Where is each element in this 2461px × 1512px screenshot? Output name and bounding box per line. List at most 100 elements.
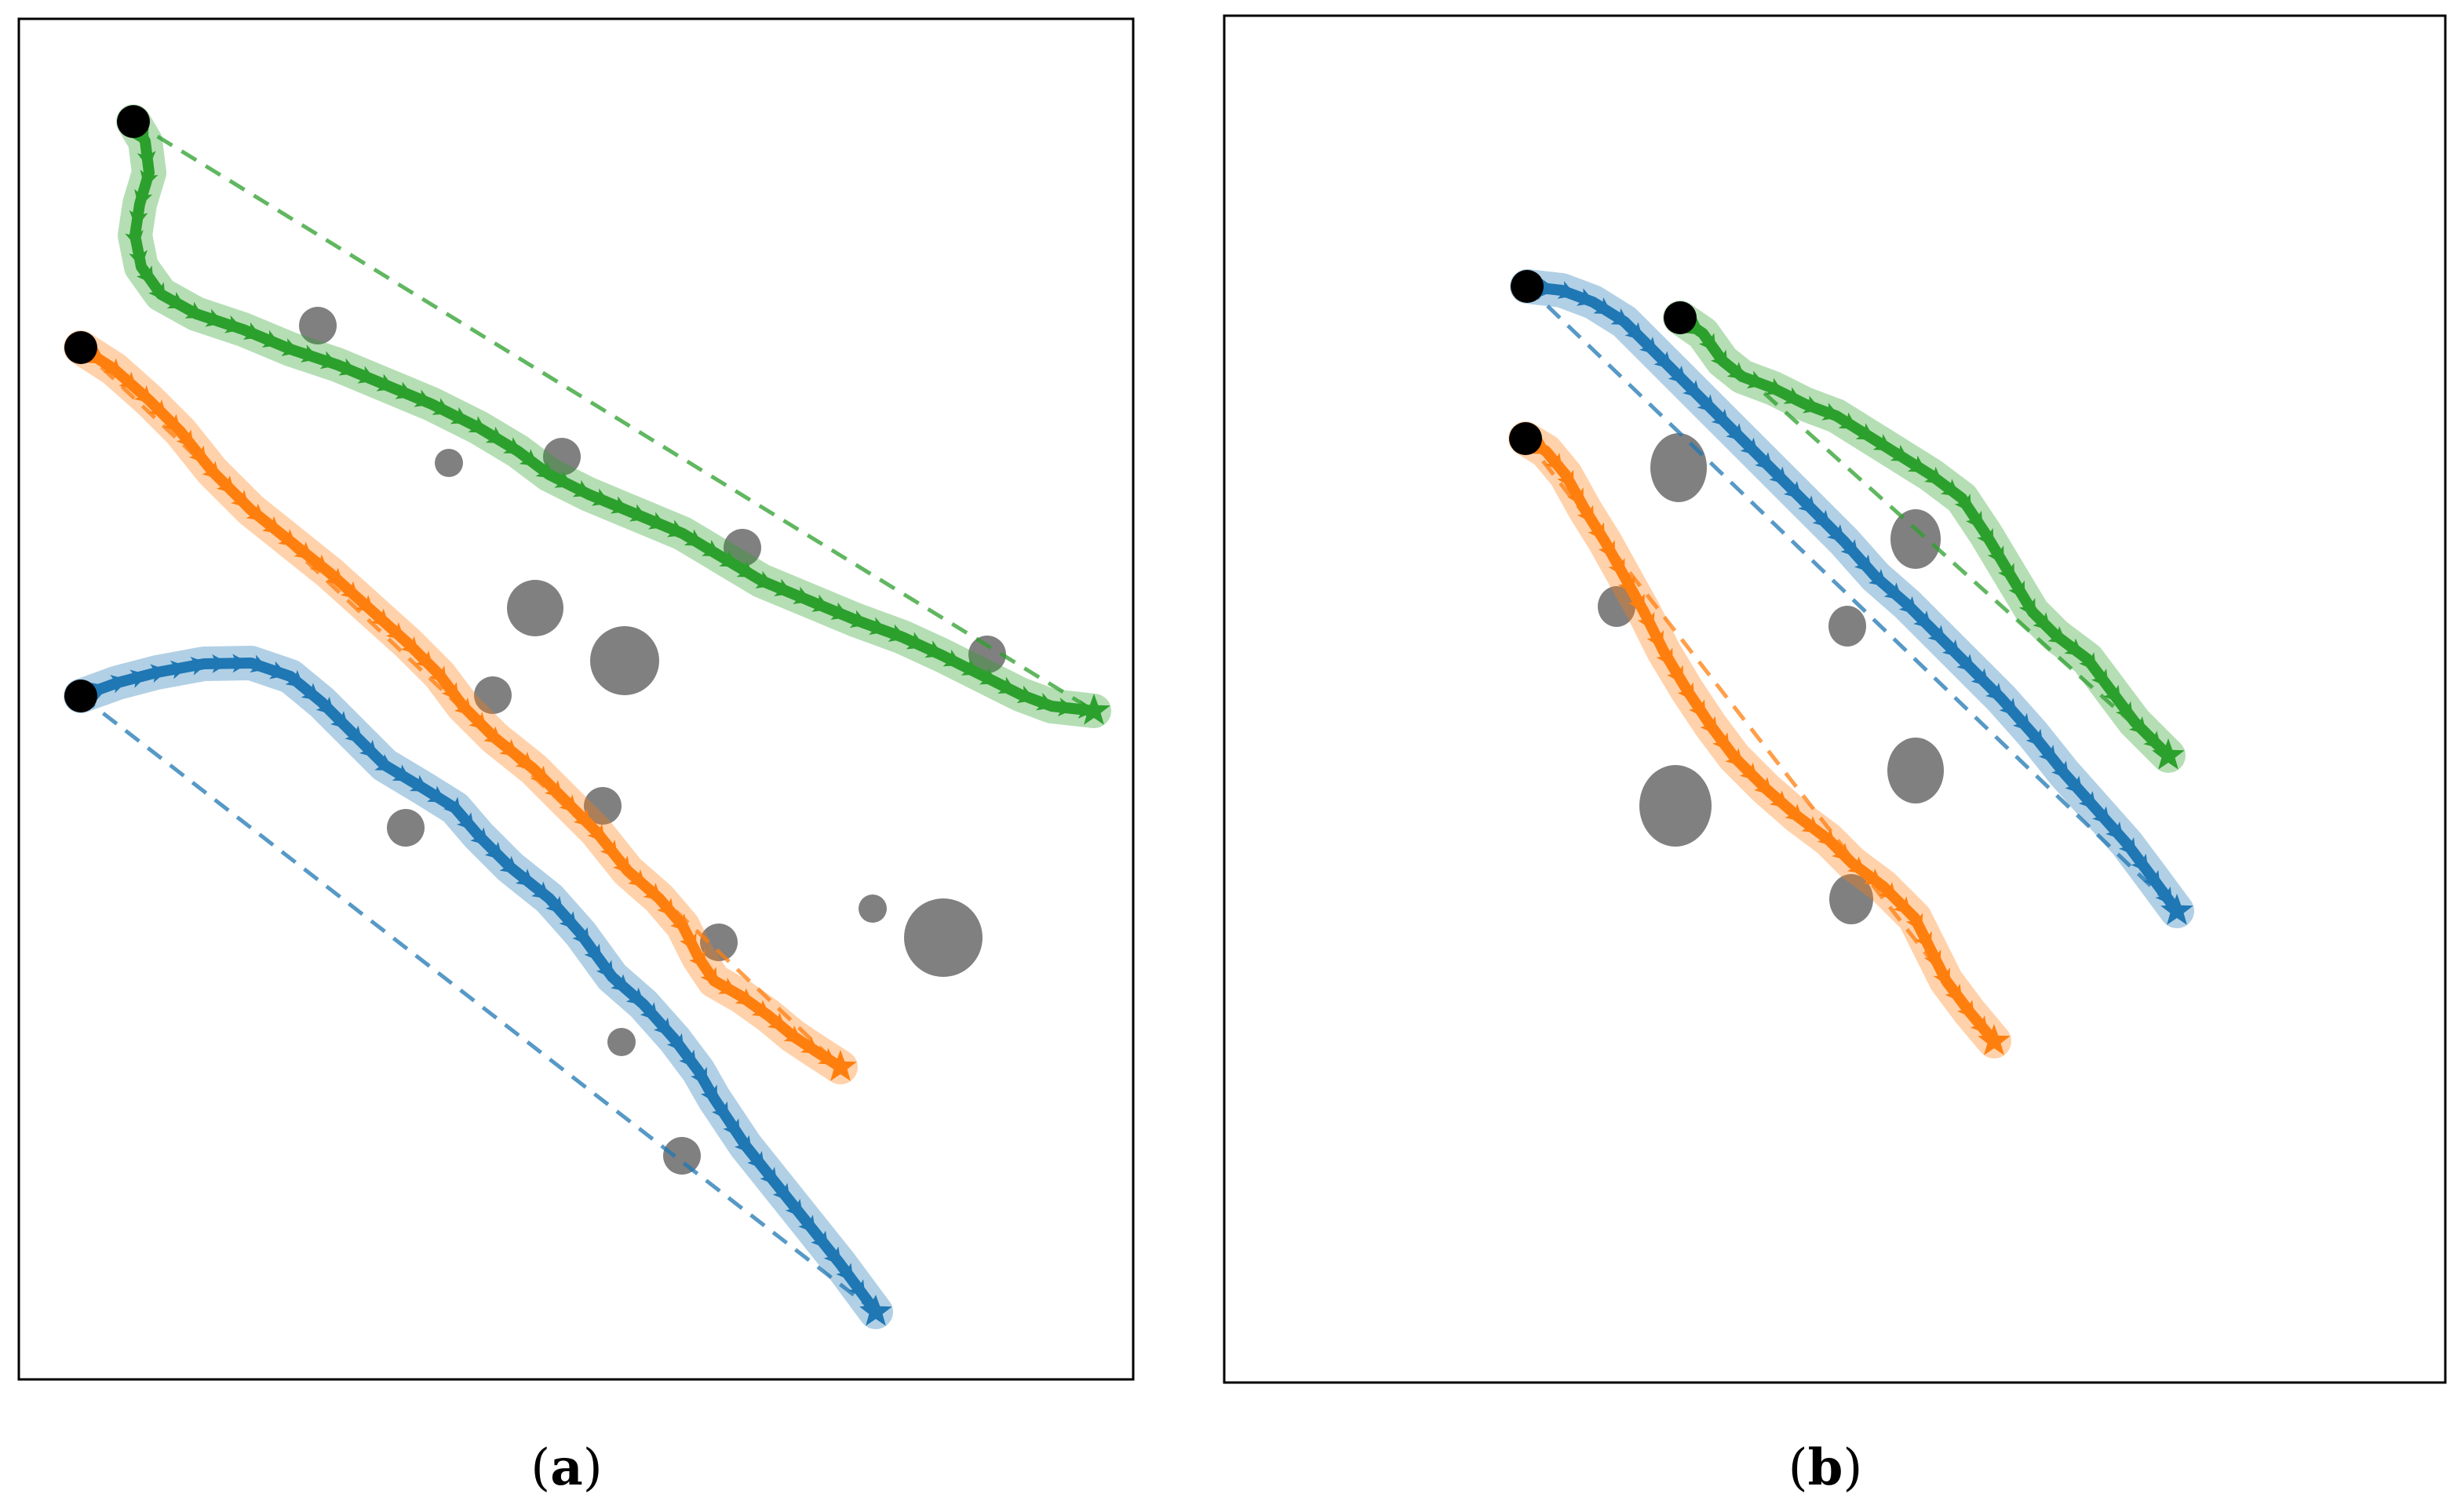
heading-arrow-marker (1785, 803, 1804, 822)
heading-arrow-marker (89, 682, 109, 701)
heading-arrow-marker (443, 796, 461, 816)
goal-star-marker (2160, 894, 2193, 925)
obstacle (607, 1028, 636, 1056)
agent-trajectory (1663, 301, 2186, 773)
heading-arrow-marker (1832, 843, 1850, 862)
heading-arrow-marker (2079, 652, 2097, 672)
obstacle (1639, 765, 1712, 847)
heading-arrow-marker (330, 711, 349, 730)
heading-arrow-marker (1610, 308, 1630, 326)
heading-arrow-marker (415, 650, 434, 669)
heading-arrow-marker (355, 595, 374, 614)
heading-arrow-marker (2116, 701, 2134, 720)
heading-arrow-marker (1532, 437, 1551, 454)
heading-arrow-marker (1726, 423, 1745, 442)
panel-b-obstacles (1598, 433, 1944, 924)
heading-arrow-marker (499, 738, 519, 757)
heading-arrow-marker (499, 855, 519, 874)
heading-arrow-marker (531, 881, 551, 899)
heading-arrow-marker (1057, 698, 1076, 716)
heading-arrow-marker (134, 189, 153, 208)
heading-arrow-marker (1838, 412, 1858, 429)
heading-arrow-marker (1036, 692, 1055, 711)
heading-arrow-marker (1915, 931, 1932, 950)
heading-arrow-marker (823, 1246, 842, 1266)
heading-arrow-marker (162, 414, 181, 432)
heading-arrow-marker (1557, 469, 1574, 489)
heading-arrow-marker (400, 636, 420, 655)
heading-arrow-marker (110, 675, 129, 694)
start-dot-marker (117, 105, 150, 138)
heading-arrow-marker (515, 869, 534, 887)
obstacle (1890, 509, 1941, 569)
heading-arrow-marker (1898, 596, 1918, 615)
heading-arrow-marker (140, 169, 159, 188)
heading-arrow-marker (2038, 745, 2057, 763)
heading-arrow-marker (1997, 563, 2015, 582)
heading-arrow-marker (503, 437, 523, 454)
heading-arrow-marker (484, 841, 504, 861)
heading-arrow-marker (1840, 539, 1859, 558)
heading-arrow-marker (370, 608, 390, 627)
heading-arrow-marker (906, 632, 925, 650)
panel-a-trajectories (64, 104, 1111, 1329)
heading-arrow-marker (1977, 528, 1994, 548)
heading-arrow-marker (979, 667, 999, 685)
heading-arrow-marker (1854, 554, 1872, 574)
heading-arrow-marker (2018, 598, 2036, 618)
heading-arrow-marker (596, 960, 614, 979)
goal-star-marker (824, 1050, 857, 1081)
heading-arrow-marker (1726, 362, 1746, 380)
heading-arrow-marker (1639, 336, 1658, 355)
heading-arrow-marker (281, 338, 301, 356)
heading-arrow-marker (811, 1230, 829, 1250)
goal-star-marker (1077, 694, 1110, 725)
obstacle (507, 580, 563, 636)
heading-arrow-marker (1739, 762, 1759, 782)
heading-arrow-marker (793, 586, 812, 604)
heading-arrow-marker (2008, 580, 2025, 599)
obstacle (700, 924, 738, 961)
panel-b: (b) (1223, 14, 2447, 1497)
heading-arrow-marker (1940, 479, 1960, 497)
heading-arrow-marker (628, 869, 647, 887)
heading-arrow-marker (643, 883, 662, 901)
panel-a-obstacles (299, 307, 1006, 1175)
heading-arrow-marker (374, 753, 394, 771)
heading-arrow-marker (1712, 732, 1730, 752)
reference-dashed-line (1526, 285, 2178, 913)
heading-arrow-marker (1893, 896, 1912, 915)
obstacle (663, 1137, 701, 1175)
heading-arrow-marker (1890, 444, 1909, 462)
heading-arrow-marker (1783, 480, 1803, 500)
heading-arrow-marker (613, 855, 631, 875)
heading-arrow-marker (961, 658, 980, 676)
heading-arrow-marker (129, 209, 148, 228)
heading-arrow-marker (1878, 881, 1898, 901)
heading-arrow-marker (184, 301, 204, 319)
heading-arrow-marker (666, 519, 686, 537)
heading-arrow-marker (559, 794, 578, 813)
obstacle (1887, 738, 1944, 803)
heading-arrow-marker (309, 554, 329, 573)
heading-arrow-marker (1956, 654, 1975, 672)
heading-arrow-marker (2091, 668, 2109, 687)
heading-arrow-marker (1576, 288, 1595, 306)
heading-arrow-marker (429, 665, 447, 685)
heading-arrow-marker (441, 682, 459, 701)
panel-b-trajectories (1508, 269, 2194, 1058)
heading-arrow-marker (1683, 380, 1701, 399)
heading-arrow-marker (137, 265, 154, 285)
heading-arrow-marker (190, 657, 209, 676)
heading-arrow-marker (357, 366, 377, 384)
heading-arrow-marker (700, 967, 718, 986)
heading-arrow-marker (572, 927, 590, 946)
heading-arrow-marker (653, 1017, 672, 1037)
heading-arrow-marker (2078, 791, 2097, 810)
heading-arrow-marker (269, 661, 288, 679)
heading-arrow-marker (188, 445, 207, 465)
heading-arrow-marker (242, 322, 262, 340)
obstacle (724, 529, 761, 567)
heading-arrow-marker (301, 344, 319, 363)
heading-arrow-marker (755, 570, 775, 588)
